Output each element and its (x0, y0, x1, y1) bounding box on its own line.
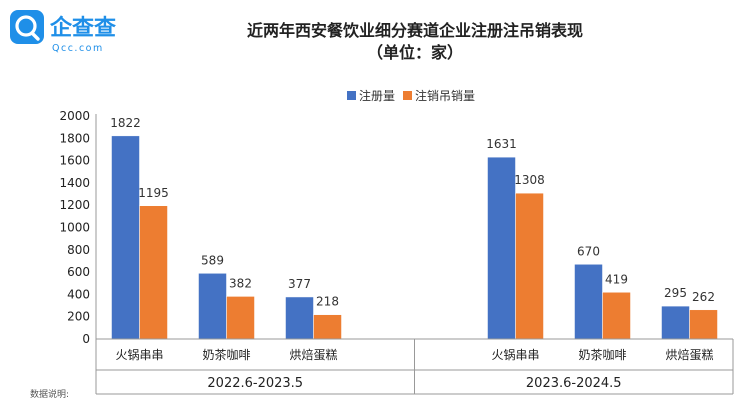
data-label-cancelled: 419 (605, 272, 628, 286)
bars (111, 135, 718, 340)
bar-cancelled (139, 205, 168, 340)
legend-label-cancelled: 注销吊销量 (415, 88, 475, 103)
chart-subtitle: （单位：家） (367, 43, 463, 62)
bar-cancelled (226, 296, 255, 340)
y-tick-label: 1400 (59, 176, 90, 190)
x-category-label: 火锅串串 (491, 347, 539, 362)
y-tick-label: 2000 (59, 109, 90, 123)
legend: 注册量 注销吊销量 (347, 88, 475, 103)
bar-cancelled (689, 309, 718, 340)
bar-registered (487, 156, 516, 340)
bar-registered (198, 273, 227, 340)
data-label-registered: 670 (577, 244, 600, 258)
data-label-registered: 589 (201, 253, 224, 267)
qcc-logo: 企查查 Qcc.com (8, 6, 158, 56)
y-tick-label: 1000 (59, 221, 90, 235)
y-tick-label: 1600 (59, 154, 90, 168)
y-tick-label: 600 (67, 265, 90, 279)
data-label-cancelled: 1195 (138, 186, 169, 200)
bar-registered (661, 305, 690, 340)
footnote: 数据说明: (30, 388, 69, 400)
legend-swatch-registered (347, 91, 356, 100)
bar-registered (285, 296, 314, 340)
bar-registered (574, 264, 603, 340)
bar-cancelled (515, 192, 544, 340)
data-label-cancelled: 262 (692, 290, 715, 304)
logo-brand-text: 企查查 (49, 15, 116, 41)
x-category-label: 烘焙蛋糕 (289, 347, 337, 362)
x-period-label: 2023.6-2024.5 (526, 376, 622, 391)
chart-title: 近两年西安餐饮业细分赛道企业注册注吊销表现 (247, 21, 583, 40)
x-category-label: 奶茶咖啡 (578, 347, 626, 362)
data-label-cancelled: 1308 (514, 173, 545, 187)
data-label-registered: 1822 (110, 116, 141, 130)
logo-search-icon (15, 15, 37, 37)
legend-label-registered: 注册量 (359, 88, 395, 103)
x-axis-table: 火锅串串 奶茶咖啡 烘焙蛋糕 2022.6-2023.5 火锅串串 奶茶咖啡 烘焙蛋糕 202… (95, 338, 734, 395)
logo-search-handle (30, 31, 40, 41)
y-axis: 0 200 400 600 800 1000 1200 1400 1600 1800 2000 (59, 109, 97, 346)
logo-graphic: 企查查 Qcc.com (10, 10, 116, 54)
bar-cancelled (313, 314, 342, 340)
y-tick-label: 1800 (59, 131, 90, 145)
x-category-label: 烘焙蛋糕 (665, 347, 713, 362)
legend-swatch-cancelled (403, 91, 412, 100)
y-tick-label: 400 (67, 287, 90, 301)
y-tick-label: 800 (67, 243, 90, 257)
data-label-registered: 377 (288, 277, 311, 291)
y-tick-label: 200 (67, 310, 90, 324)
x-period-label: 2022.6-2023.5 (207, 376, 303, 391)
bar-cancelled (602, 292, 631, 340)
data-labels: 1822 1195 589 382 377 218 1631 1308 670 419 295 262 (110, 116, 715, 309)
x-category-label: 火锅串串 (115, 347, 163, 362)
y-tick-label: 0 (82, 332, 90, 346)
data-label-registered: 1631 (486, 137, 517, 151)
y-tick-label: 1200 (59, 198, 90, 212)
bar-registered (111, 135, 140, 340)
data-label-registered: 295 (664, 286, 687, 300)
logo-domain-text: Qcc.com (52, 43, 104, 54)
x-category-label: 奶茶咖啡 (202, 347, 250, 362)
data-label-cancelled: 218 (316, 295, 339, 309)
data-label-cancelled: 382 (229, 276, 252, 290)
